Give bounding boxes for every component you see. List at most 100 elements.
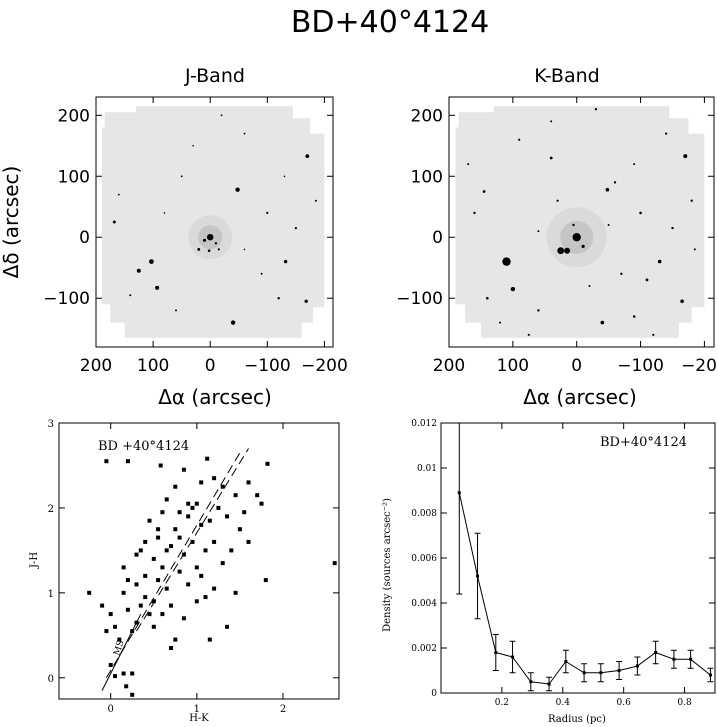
data-point [121,565,126,570]
data-point [220,484,225,489]
data-point [194,565,199,570]
x-tick-label: −200 [681,356,718,376]
data-point [186,514,191,519]
data-point [529,680,533,684]
data-point [181,467,186,472]
data-point [617,669,621,672]
reddening-line-upper [105,452,241,679]
y-tick-label: 100 [411,167,443,187]
y-tick-label: −100 [43,289,90,309]
k-band-title: K-Band [534,65,599,87]
x-tick-label: 0.4 [556,698,571,708]
data-point [207,637,212,642]
color-color-title: BD +40°4124 [98,439,189,454]
y-tick-label: 0 [79,228,90,248]
star [499,321,502,324]
data-point [599,671,603,675]
star [305,154,310,159]
data-point [207,518,212,523]
data-point [194,501,199,506]
y-tick-label: 2 [48,504,54,515]
star [220,114,223,117]
y-tick-label: 0.004 [411,599,437,609]
y-tick-label: 0.008 [411,509,437,519]
data-point [689,657,693,661]
star [294,227,297,230]
data-point [143,573,148,578]
x-tick-label: −200 [301,356,348,376]
star [277,297,280,300]
figure-title: BD+40°4124 [291,5,489,40]
data-point [156,527,161,532]
x-tick-label: 0.2 [495,698,509,708]
star [652,333,655,336]
star [112,220,116,224]
data-point [160,565,165,570]
ms-annotation: MS [112,639,126,657]
data-point [138,548,143,553]
data-point [124,684,129,689]
j-band-image [101,106,325,338]
data-point [225,514,229,519]
k-band-image [455,106,705,338]
k-band-panel: K-Band 200 100 0 −100 −200 200 100 0 −100 Δα (a… [396,65,718,409]
x-tick-label: 100 [497,356,529,376]
k-band-xlabel: Δα (arcsec) [523,385,637,409]
density-line [458,492,711,685]
x-tick-label: 0 [108,704,114,715]
data-point [130,629,135,634]
star [680,299,684,304]
data-point [134,552,139,557]
data-point [199,522,204,527]
data-point [104,629,109,634]
data-point [156,578,161,583]
y-tick-label: 0.006 [411,554,437,564]
star [163,212,166,214]
data-point [203,595,208,600]
data-point [654,651,658,654]
y-tick-label: 1 [48,589,54,600]
data-point [476,574,480,578]
data-point [199,573,204,578]
data-point [246,480,251,485]
data-point [134,582,139,587]
data-point [199,480,204,485]
data-point [212,539,217,544]
data-point [164,497,169,502]
star [564,247,571,254]
data-point [121,590,126,595]
star [537,230,540,233]
data-point [164,548,169,553]
data-point [160,510,165,515]
data-point [108,612,113,617]
data-point [125,607,130,612]
data-point [169,603,173,608]
star [486,296,489,300]
density-title: BD+40°4124 [600,435,687,450]
density-ylabel: Density (sources arcsec⁻²) [382,498,393,632]
x-tick-label: 2 [280,704,286,715]
data-point [205,456,210,461]
star [537,309,540,312]
star [639,211,642,215]
star [502,257,511,266]
star [607,224,610,226]
star [620,272,623,275]
y-tick-label: 200 [411,106,443,126]
star [314,199,317,202]
x-tick-label: 100 [137,356,169,376]
color-color-panel: 0 1 2 0 1 2 3 BD +40°4124 H-K J-H MS [29,419,340,724]
data-point [173,637,178,642]
color-color-ylabel: J-H [29,552,40,569]
star [594,108,598,111]
k-band-frame [448,96,715,348]
data-point [151,599,156,604]
data-point [265,461,270,466]
star [192,145,194,147]
star [645,278,649,282]
data-point [263,578,268,583]
star [304,299,308,303]
data-point [87,590,92,595]
reddening-line-lower [136,448,249,632]
data-point [259,501,264,506]
